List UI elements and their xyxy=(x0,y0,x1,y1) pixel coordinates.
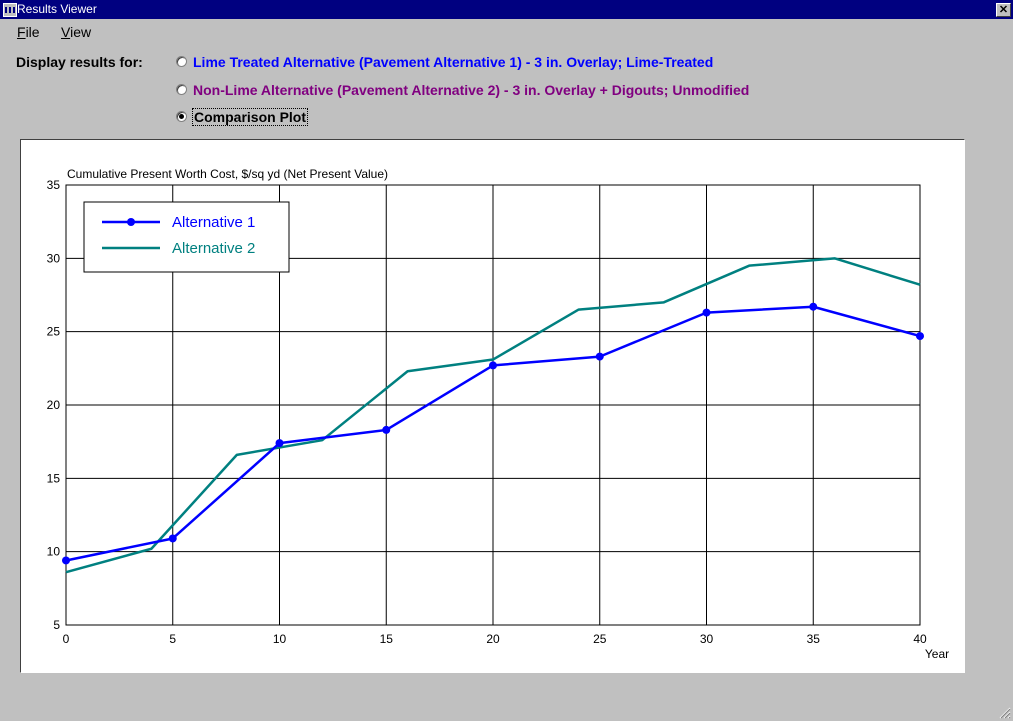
plot-frame xyxy=(65,184,921,626)
x-tick-label: 30 xyxy=(700,632,714,646)
x-tick-label: 25 xyxy=(593,632,607,646)
legend-marker xyxy=(127,218,135,226)
close-button[interactable]: ✕ xyxy=(996,3,1011,17)
y-tick-label: 15 xyxy=(47,471,61,485)
window-title: Results Viewer xyxy=(17,2,97,16)
data-point xyxy=(275,439,284,448)
radio-label-alt2: Non-Lime Alternative (Pavement Alternati… xyxy=(193,82,750,98)
x-tick-label: 10 xyxy=(273,632,287,646)
legend-label: Alternative 2 xyxy=(172,240,255,257)
x-tick-label: 0 xyxy=(63,632,70,646)
y-tick-label: 10 xyxy=(47,545,61,559)
x-tick-label: 5 xyxy=(169,632,176,646)
y-tick-label: 30 xyxy=(47,251,61,265)
radio-button[interactable] xyxy=(176,56,187,67)
x-tick-label: 40 xyxy=(913,632,927,646)
data-point xyxy=(382,425,391,434)
x-tick-label: 20 xyxy=(486,632,500,646)
radio-label-comparison: Comparison Plot xyxy=(191,108,309,126)
data-point xyxy=(916,332,924,341)
y-tick-label: 5 xyxy=(53,618,60,632)
comparison-chart: Cumulative Present Worth Cost, $/sq yd (… xyxy=(47,167,949,661)
y-tick-label: 35 xyxy=(47,178,61,192)
radio-dot-icon xyxy=(179,114,184,119)
y-tick-label: 20 xyxy=(47,398,61,412)
data-point xyxy=(595,352,604,361)
legend-box xyxy=(83,201,290,273)
x-tick-label: 15 xyxy=(380,632,394,646)
display-results-label: Display results for: xyxy=(16,54,143,70)
resize-grip-icon[interactable] xyxy=(999,707,1011,719)
legend-label: Alternative 1 xyxy=(172,214,255,231)
menu-view[interactable]: View xyxy=(61,24,92,40)
app-icon xyxy=(3,3,17,17)
menu-file[interactable]: File xyxy=(17,24,40,40)
x-tick-label: 35 xyxy=(807,632,821,646)
x-axis-label: Year xyxy=(925,647,949,661)
y-tick-label: 25 xyxy=(47,325,61,339)
close-icon: ✕ xyxy=(998,4,1009,16)
radio-button[interactable] xyxy=(176,84,187,95)
menu-bar: File View xyxy=(0,21,1013,43)
series-line xyxy=(65,257,921,574)
radio-button-selected[interactable] xyxy=(176,111,187,122)
title-bar: Results Viewer ✕ xyxy=(0,0,1013,19)
radio-label-alt1: Lime Treated Alternative (Pavement Alter… xyxy=(193,54,714,70)
chart-title: Cumulative Present Worth Cost, $/sq yd (… xyxy=(67,167,388,181)
data-point xyxy=(62,556,70,565)
data-point xyxy=(702,308,711,317)
data-point xyxy=(809,302,818,311)
data-point xyxy=(168,534,177,543)
data-point xyxy=(489,361,497,370)
chart-panel: Cumulative Present Worth Cost, $/sq yd (… xyxy=(20,139,965,673)
